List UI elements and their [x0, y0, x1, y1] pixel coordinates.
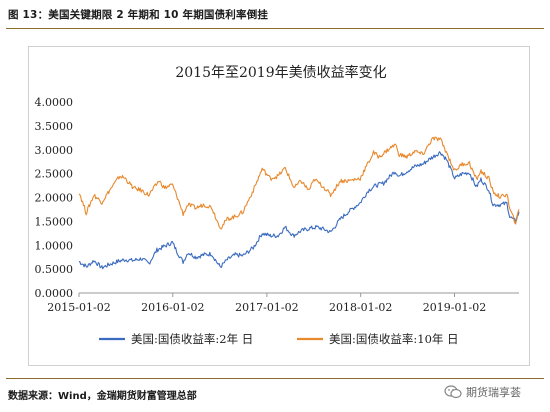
series-line-10y [78, 136, 520, 230]
x-tick-label: 2017-01-02 [235, 301, 298, 314]
series-group [78, 136, 520, 270]
x-tick-label: 2015-01-02 [47, 301, 110, 314]
legend: 美国:国债收益率:2年 日 美国:国债收益率:10年 日 [99, 332, 459, 346]
y-tick-label: 2.0000 [35, 192, 74, 205]
watermark: 期货瑞享荟 [444, 384, 521, 400]
chart-container: 2015年至2019年美债收益率变化 4.0000 3.5000 3.0000 2.5… [28, 46, 530, 366]
legend-label: 美国:国债收益率:2年 日 [131, 332, 253, 346]
y-axis: 4.0000 3.5000 3.0000 2.5000 2.0000 1.5000 1.00… [35, 96, 74, 300]
x-tick-label: 2018-01-02 [329, 301, 392, 314]
line-chart: 2015年至2019年美债收益率变化 4.0000 3.5000 3.0000 2.5… [35, 64, 520, 346]
figure-source: 数据来源：Wind，金瑞期货财富管理总部 [8, 391, 197, 402]
y-tick-label: 1.0000 [35, 239, 74, 252]
x-tick-label: 2019-01-02 [423, 301, 486, 314]
y-tick-label: 3.5000 [35, 120, 74, 133]
y-tick-label: 1.5000 [35, 215, 74, 228]
y-tick-label: 0.5000 [35, 263, 74, 276]
figure-header: 图 13：美国关键期限 2 年期和 10 年期国债利率倒挂 [0, 0, 550, 30]
x-axis: 2015-01-02 2016-01-02 2017-01-02 2018-01-02… [47, 292, 519, 314]
wechat-icon [444, 385, 462, 399]
x-tick-label: 2016-01-02 [141, 301, 204, 314]
header-divider [6, 28, 544, 29]
watermark-text: 期货瑞享荟 [466, 386, 521, 399]
footer-divider [6, 378, 544, 379]
legend-label: 美国:国债收益率:10年 日 [329, 332, 459, 346]
figure-title: 图 13：美国关键期限 2 年期和 10 年期国债利率倒挂 [8, 9, 269, 21]
y-tick-label: 3.0000 [35, 144, 74, 157]
y-tick-label: 2.5000 [35, 168, 74, 181]
series-line-2y [78, 151, 520, 270]
chart-title: 2015年至2019年美债收益率变化 [175, 64, 386, 81]
y-tick-label: 4.0000 [35, 96, 74, 109]
y-tick-label: 0.0000 [35, 287, 74, 300]
